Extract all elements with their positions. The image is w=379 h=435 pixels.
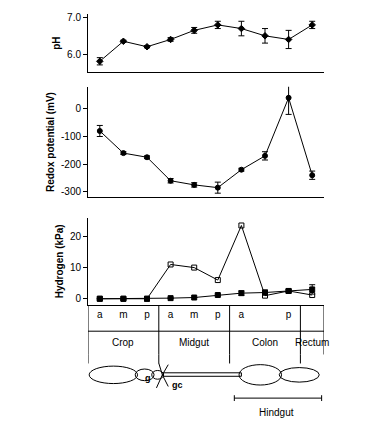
svg-text:-300: -300	[61, 186, 81, 197]
svg-text:g: g	[145, 373, 151, 383]
svg-text:-200: -200	[61, 159, 81, 170]
svg-text:a: a	[97, 309, 103, 320]
svg-text:Crop: Crop	[112, 337, 134, 348]
svg-text:pH: pH	[51, 36, 62, 49]
svg-text:Hydrogen (kPa): Hydrogen (kPa)	[54, 224, 65, 298]
svg-text:gc: gc	[172, 380, 183, 390]
svg-text:p: p	[286, 309, 292, 320]
svg-text:a: a	[168, 309, 174, 320]
svg-text:p: p	[144, 309, 150, 320]
svg-text:Colon: Colon	[252, 337, 278, 348]
svg-text:0: 0	[75, 293, 81, 304]
svg-text:Midgut: Midgut	[179, 337, 209, 348]
svg-text:a: a	[239, 309, 245, 320]
svg-text:-100: -100	[61, 131, 81, 142]
svg-text:6.0: 6.0	[67, 49, 81, 60]
svg-text:0: 0	[75, 103, 81, 114]
svg-text:m: m	[119, 309, 127, 320]
svg-text:7.0: 7.0	[67, 12, 81, 23]
svg-text:10: 10	[70, 262, 82, 273]
svg-text:Redox potential (mV): Redox potential (mV)	[45, 92, 56, 192]
svg-text:m: m	[190, 309, 198, 320]
svg-text:p: p	[215, 309, 221, 320]
svg-text:20: 20	[70, 231, 82, 242]
svg-text:Rectum: Rectum	[295, 337, 329, 348]
svg-text:Hindgut: Hindgut	[259, 407, 294, 418]
